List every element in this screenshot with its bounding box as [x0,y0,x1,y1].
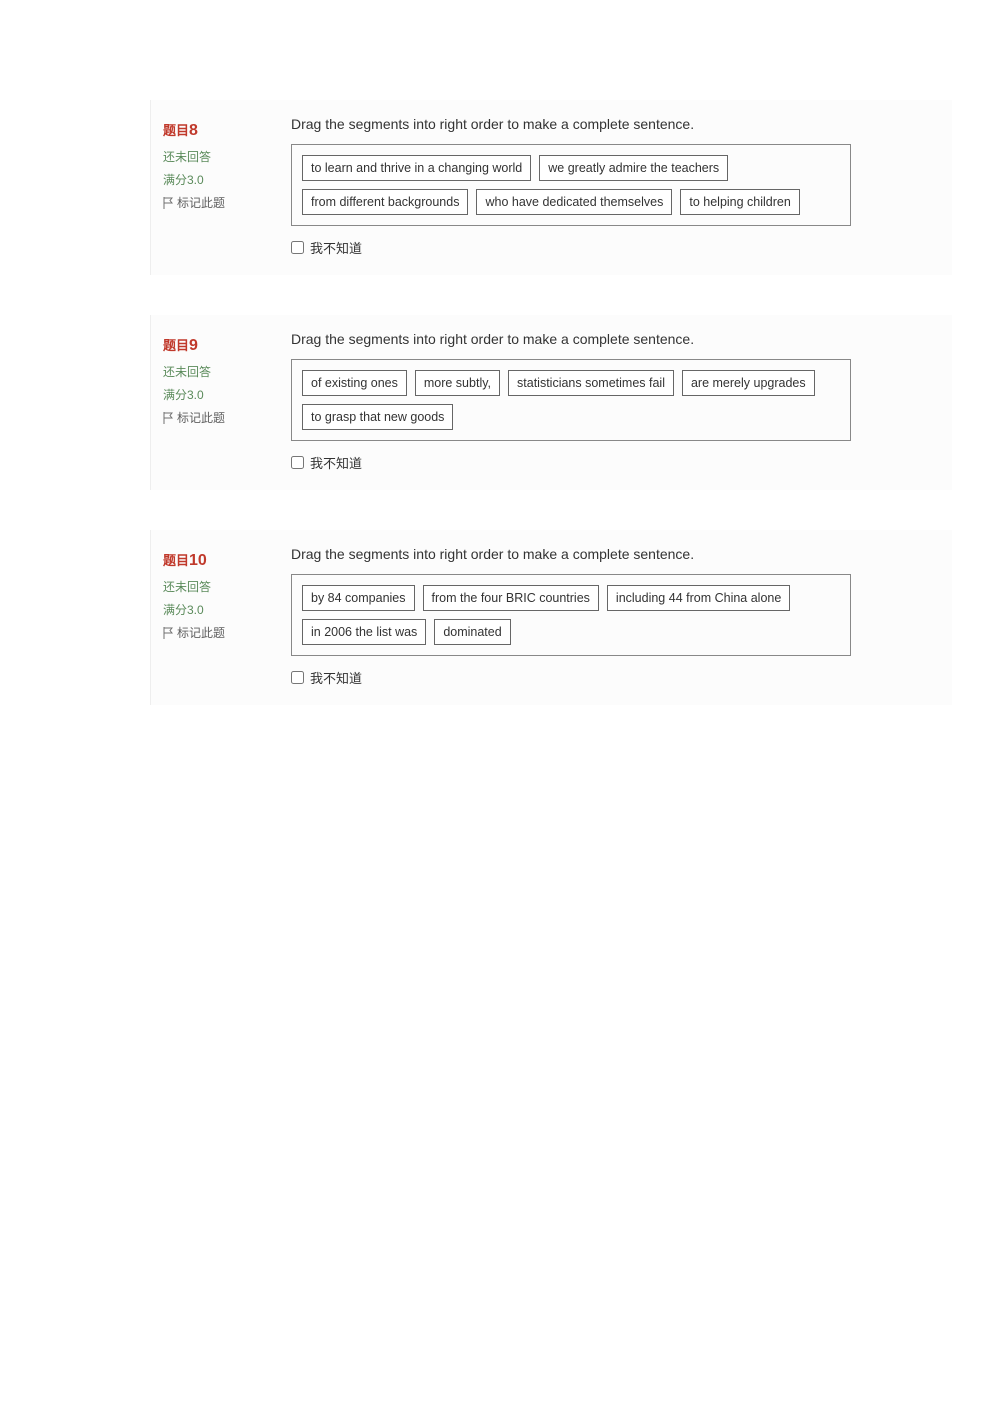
question-number-value: 8 [189,122,198,139]
dont-know-label: 我不知道 [310,453,362,472]
dont-know-label: 我不知道 [310,668,362,687]
draggable-segment[interactable]: in 2006 the list was [302,619,426,645]
flag-question-link[interactable]: 标记此题 [163,407,259,430]
question-content: Drag the segments into right order to ma… [271,530,952,705]
dont-know-checkbox[interactable] [291,241,304,254]
question-sidebar: 题目8还未回答满分3.0标记此题 [151,100,271,275]
question-sidebar: 题目9还未回答满分3.0标记此题 [151,315,271,490]
dont-know-checkbox[interactable] [291,456,304,469]
question-score: 满分3.0 [163,169,259,192]
question-label-text: 题目 [163,338,189,353]
question-block: 题目9还未回答满分3.0标记此题Drag the segments into r… [150,315,952,490]
draggable-segment[interactable]: from the four BRIC countries [423,585,599,611]
flag-question-label: 标记此题 [177,622,225,645]
question-content: Drag the segments into right order to ma… [271,100,952,275]
question-number: 题目8 [163,116,259,146]
question-block: 题目10还未回答满分3.0标记此题Drag the segments into … [150,530,952,705]
flag-question-link[interactable]: 标记此题 [163,192,259,215]
draggable-segment[interactable]: dominated [434,619,510,645]
draggable-segment[interactable]: statisticians sometimes fail [508,370,674,396]
question-score: 满分3.0 [163,599,259,622]
flag-question-link[interactable]: 标记此题 [163,622,259,645]
draggable-segment[interactable]: who have dedicated themselves [476,189,672,215]
draggable-segment[interactable]: more subtly, [415,370,500,396]
question-block: 题目8还未回答满分3.0标记此题Drag the segments into r… [150,100,952,275]
question-number: 题目10 [163,546,259,576]
draggable-segment[interactable]: to helping children [680,189,799,215]
question-status: 还未回答 [163,361,259,384]
question-instruction: Drag the segments into right order to ma… [291,331,932,347]
flag-icon [163,412,173,424]
question-status: 还未回答 [163,576,259,599]
draggable-segment[interactable]: to learn and thrive in a changing world [302,155,531,181]
dont-know-label: 我不知道 [310,238,362,257]
question-score: 满分3.0 [163,384,259,407]
draggable-segment[interactable]: to grasp that new goods [302,404,453,430]
question-instruction: Drag the segments into right order to ma… [291,116,932,132]
draggable-segment[interactable]: are merely upgrades [682,370,815,396]
question-sidebar: 题目10还未回答满分3.0标记此题 [151,530,271,705]
question-number-value: 9 [189,337,198,354]
draggable-segment[interactable]: including 44 from China alone [607,585,790,611]
question-number: 题目9 [163,331,259,361]
flag-question-label: 标记此题 [177,192,225,215]
question-instruction: Drag the segments into right order to ma… [291,546,932,562]
dont-know-option[interactable]: 我不知道 [291,668,932,687]
flag-icon [163,627,173,639]
dont-know-option[interactable]: 我不知道 [291,238,932,257]
dont-know-option[interactable]: 我不知道 [291,453,932,472]
draggable-segment[interactable]: of existing ones [302,370,407,396]
question-content: Drag the segments into right order to ma… [271,315,952,490]
draggable-segment[interactable]: from different backgrounds [302,189,468,215]
question-status: 还未回答 [163,146,259,169]
question-number-value: 10 [189,552,207,569]
draggable-segment[interactable]: we greatly admire the teachers [539,155,728,181]
draggable-segment[interactable]: by 84 companies [302,585,415,611]
segments-drop-zone[interactable]: of existing ones more subtly, statistician… [291,359,851,441]
segments-drop-zone[interactable]: by 84 companies from the four BRIC countr… [291,574,851,656]
flag-icon [163,197,173,209]
flag-question-label: 标记此题 [177,407,225,430]
segments-drop-zone[interactable]: to learn and thrive in a changing world w… [291,144,851,226]
question-label-text: 题目 [163,553,189,568]
dont-know-checkbox[interactable] [291,671,304,684]
question-label-text: 题目 [163,123,189,138]
